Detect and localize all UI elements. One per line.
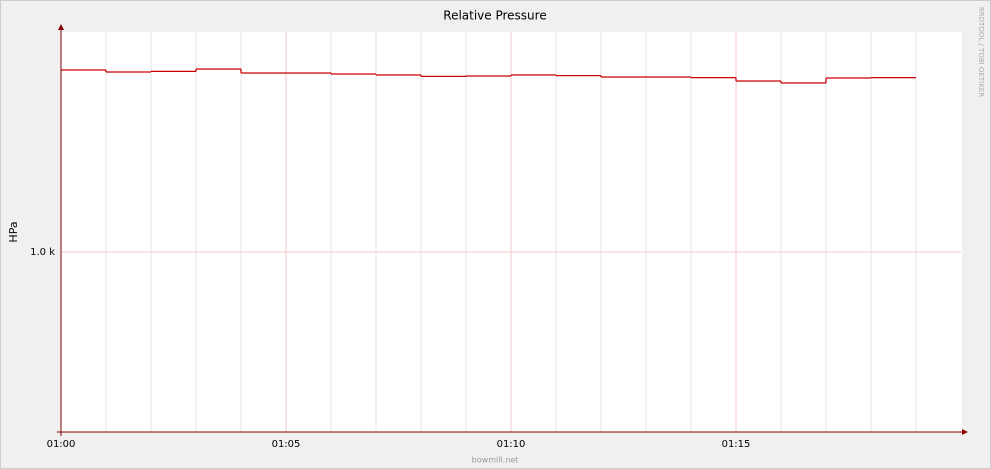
watermark: RRDTOOL / TOBI OETIKER: [977, 7, 985, 97]
y-tick-label: 1.0 k: [30, 247, 55, 258]
y-axis-label: HPa: [7, 221, 20, 242]
x-arrow: [962, 429, 968, 435]
marks: [61, 68, 916, 84]
axes: [57, 24, 968, 436]
y-arrow: [58, 24, 64, 30]
chart-title: Relative Pressure: [443, 9, 546, 23]
x-tick-label: 01:10: [497, 439, 526, 450]
x-tick-label: 01:05: [272, 439, 301, 450]
grid: [60, 32, 961, 432]
x-tick-label: 01:15: [722, 439, 751, 450]
x-tick-label: 01:00: [47, 439, 76, 450]
footer: bowmill.net: [472, 456, 519, 465]
